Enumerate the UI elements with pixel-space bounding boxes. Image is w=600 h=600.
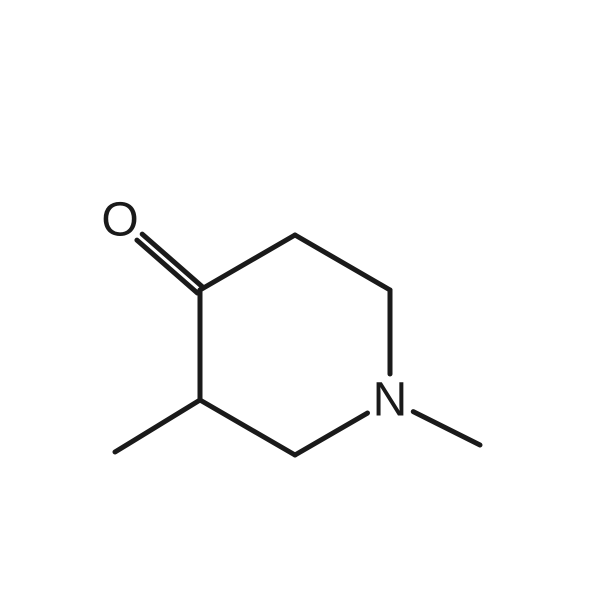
molecule-diagram: NO (0, 0, 600, 600)
bond-single (115, 400, 200, 452)
bond-double (137, 240, 197, 293)
bond-single (413, 412, 480, 445)
bond-single (200, 235, 295, 290)
bonds-group (115, 234, 480, 455)
atom-label-n: N (373, 374, 408, 427)
atom-label-o: O (101, 194, 138, 247)
bond-single (295, 413, 367, 455)
bond-single (200, 400, 295, 455)
atoms-group: NO (101, 194, 407, 427)
bond-double (142, 234, 202, 287)
bond-single (295, 235, 390, 290)
